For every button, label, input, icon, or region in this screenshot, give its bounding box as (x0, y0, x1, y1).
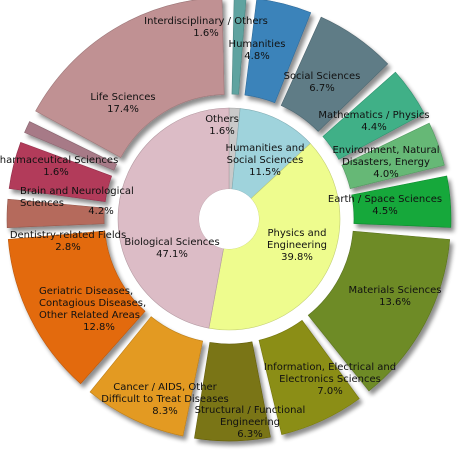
outer-slice-life-sciences (35, 0, 225, 158)
outer-value-brain-and-neurological-sciences: 4.2% (88, 206, 113, 217)
outer-slice-dentistry-related-fields (6, 198, 105, 228)
outer-slice-structural-functional-engineering (194, 341, 271, 442)
outer-label-brain-and-neurological-sciences: Brain and Neurological Sciences (20, 186, 134, 209)
outer-slice-environment-natural-disasters-energy (341, 122, 445, 189)
outer-slice-pharmaceutical-sciences (24, 121, 118, 171)
outer-slice-interdisciplinary-others (231, 0, 247, 95)
outer-label-earth-space-sciences: Earth / Space Sciences 4.5% (328, 194, 442, 217)
outer-slice-materials-sciences (307, 230, 451, 392)
inner-label-others: Others 1.6% (205, 114, 239, 137)
outer-label-structural-functional-engineering: Structural / Functional Engineering 6.3% (195, 405, 306, 440)
outer-label-dentistry-related-fields: Dentistry-related Fields 2.8% (10, 230, 126, 253)
outer-label-pharmaceutical-sciences: Pharmaceutical Sciences 1.6% (0, 155, 118, 178)
inner-label-physics-and-engineering: Physics and Engineering 39.8% (267, 228, 327, 263)
outer-slice-brain-and-neurological-sciences (8, 142, 113, 202)
outer-slice-cancer-aids-other-difficult-to-treat-diseases (89, 316, 204, 437)
outer-label-geriatric-diseases-contagious-diseases-other-related-areas: Geriatric Diseases, Contagious Diseases, O… (39, 286, 146, 333)
outer-slice-social-sciences (280, 16, 389, 132)
center-hole (199, 189, 259, 249)
outer-slice-earth-space-sciences (351, 175, 452, 228)
outer-slice-geriatric-diseases-contagious-diseases-other-related-areas (7, 230, 146, 385)
outer-label-life-sciences: Life Sciences 17.4% (90, 92, 155, 115)
outer-label-social-sciences: Social Sciences 6.7% (284, 71, 361, 94)
outer-slice-humanities (244, 0, 312, 104)
outer-label-materials-sciences: Materials Sciences 13.6% (349, 285, 442, 308)
outer-label-humanities: Humanities 4.8% (229, 39, 286, 62)
outer-slice-information-electrical-and-electronics-sciences (258, 319, 360, 435)
outer-slice-mathematics-physics (322, 71, 425, 160)
outer-label-cancer-aids-other-difficult-to-treat-diseases: Cancer / AIDS, Other Difficult to Treat D… (101, 382, 229, 417)
outer-label-mathematics-physics: Mathematics / Physics 4.4% (318, 110, 429, 133)
outer-label-interdisciplinary-others: Interdisciplinary / Others 1.6% (144, 16, 268, 39)
inner-label-biological-sciences: Biological Sciences 47.1% (124, 237, 219, 260)
outer-label-information-electrical-and-electronics-sciences: Information, Electrical and Electronics S… (264, 362, 396, 397)
inner-label-humanities-and-social-sciences: Humanities and Social Sciences 11.5% (226, 143, 305, 178)
outer-label-environment-natural-disasters-energy: Environment, Natural Disasters, Energy 4.0… (332, 145, 439, 180)
